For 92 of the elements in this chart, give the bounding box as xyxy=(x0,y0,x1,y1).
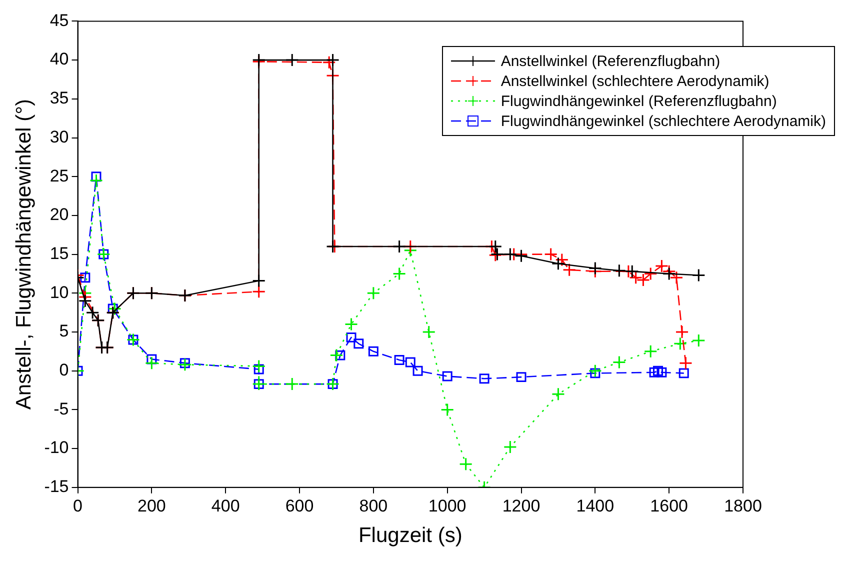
point xyxy=(322,56,336,70)
point xyxy=(503,248,517,262)
y-tick-label: 35 xyxy=(50,88,69,108)
point xyxy=(551,387,565,401)
point xyxy=(459,457,473,471)
point xyxy=(551,256,565,270)
point xyxy=(514,249,528,263)
y-tick-label: 0 xyxy=(59,360,69,380)
point xyxy=(405,357,416,368)
point xyxy=(392,240,406,254)
point xyxy=(285,53,299,67)
legend-label: Flugwindhängewinkel (schlechtere Aerodynamik) xyxy=(500,112,826,130)
point xyxy=(562,263,576,277)
point xyxy=(422,325,436,339)
x-tick-label: 1800 xyxy=(724,496,762,516)
x-tick-label: 800 xyxy=(359,496,388,516)
point xyxy=(612,264,626,278)
point xyxy=(678,356,692,370)
point xyxy=(326,53,340,67)
point xyxy=(644,266,658,280)
y-tick-label: -5 xyxy=(54,399,69,418)
point xyxy=(80,272,90,283)
point xyxy=(636,273,650,287)
y-tick-label: 30 xyxy=(50,127,69,146)
x-tick-label: 1200 xyxy=(502,496,540,516)
point xyxy=(412,366,423,376)
point xyxy=(285,377,299,391)
x-tick-label: 1000 xyxy=(428,496,466,516)
point xyxy=(555,252,569,266)
point xyxy=(516,372,526,382)
point xyxy=(252,274,266,288)
point xyxy=(335,350,346,360)
point xyxy=(90,174,103,188)
y-tick-label: 20 xyxy=(50,205,69,224)
y-tick-label: 10 xyxy=(50,282,69,302)
point xyxy=(366,286,380,300)
x-tick-label: 0 xyxy=(73,496,83,516)
point xyxy=(588,262,602,276)
x-tick-label: 1600 xyxy=(650,496,688,516)
x-axis-title: Flugzeit (s) xyxy=(358,524,462,548)
point xyxy=(656,367,667,378)
y-tick-label: 45 xyxy=(50,10,69,30)
y-axis-title: Anstell-, Flugwindhängewinkel (°) xyxy=(12,98,36,410)
point xyxy=(588,364,602,378)
y-tick-label: 5 xyxy=(59,322,69,341)
y-tick-label: 40 xyxy=(50,50,69,69)
point xyxy=(479,374,490,384)
y-tick-label: 25 xyxy=(50,166,69,186)
y-tick-label: 15 xyxy=(50,244,69,263)
point xyxy=(368,346,378,356)
point xyxy=(612,356,626,370)
point xyxy=(590,368,600,378)
point xyxy=(392,266,406,280)
point xyxy=(180,358,190,368)
y-tick-label: -15 xyxy=(44,477,69,496)
x-tick-label: 600 xyxy=(285,496,314,516)
point xyxy=(144,356,158,370)
point xyxy=(346,332,356,342)
point xyxy=(254,364,264,374)
point xyxy=(252,284,266,298)
point xyxy=(625,264,639,278)
point xyxy=(678,368,689,378)
x-tick-label: 1400 xyxy=(576,496,614,516)
legend-label: Anstellwinkel (Referenzflugbahn) xyxy=(500,52,720,70)
point xyxy=(673,336,687,350)
point xyxy=(503,440,517,454)
point xyxy=(404,240,418,254)
point xyxy=(649,367,660,378)
point xyxy=(78,294,92,308)
point xyxy=(440,402,454,416)
x-tick-label: 400 xyxy=(211,496,240,516)
point xyxy=(653,366,663,376)
point xyxy=(330,348,344,362)
point xyxy=(675,325,689,339)
point xyxy=(91,172,102,182)
point xyxy=(108,302,122,316)
point xyxy=(692,268,706,282)
legend-label: Anstellwinkel (schlechtere Aerodynamik) xyxy=(500,72,770,90)
point xyxy=(394,354,404,365)
point xyxy=(178,358,192,372)
point xyxy=(644,344,658,358)
y-tick-label: -10 xyxy=(44,438,69,458)
point xyxy=(544,248,558,262)
legend-label: Flugwindhängewinkel (Referenzflugbahn) xyxy=(500,92,777,110)
point xyxy=(344,317,358,331)
point xyxy=(252,359,266,373)
point xyxy=(488,240,502,254)
x-tick-label: 200 xyxy=(137,496,166,516)
point xyxy=(108,304,118,314)
point xyxy=(442,371,452,382)
point xyxy=(692,334,706,348)
point xyxy=(354,338,364,349)
